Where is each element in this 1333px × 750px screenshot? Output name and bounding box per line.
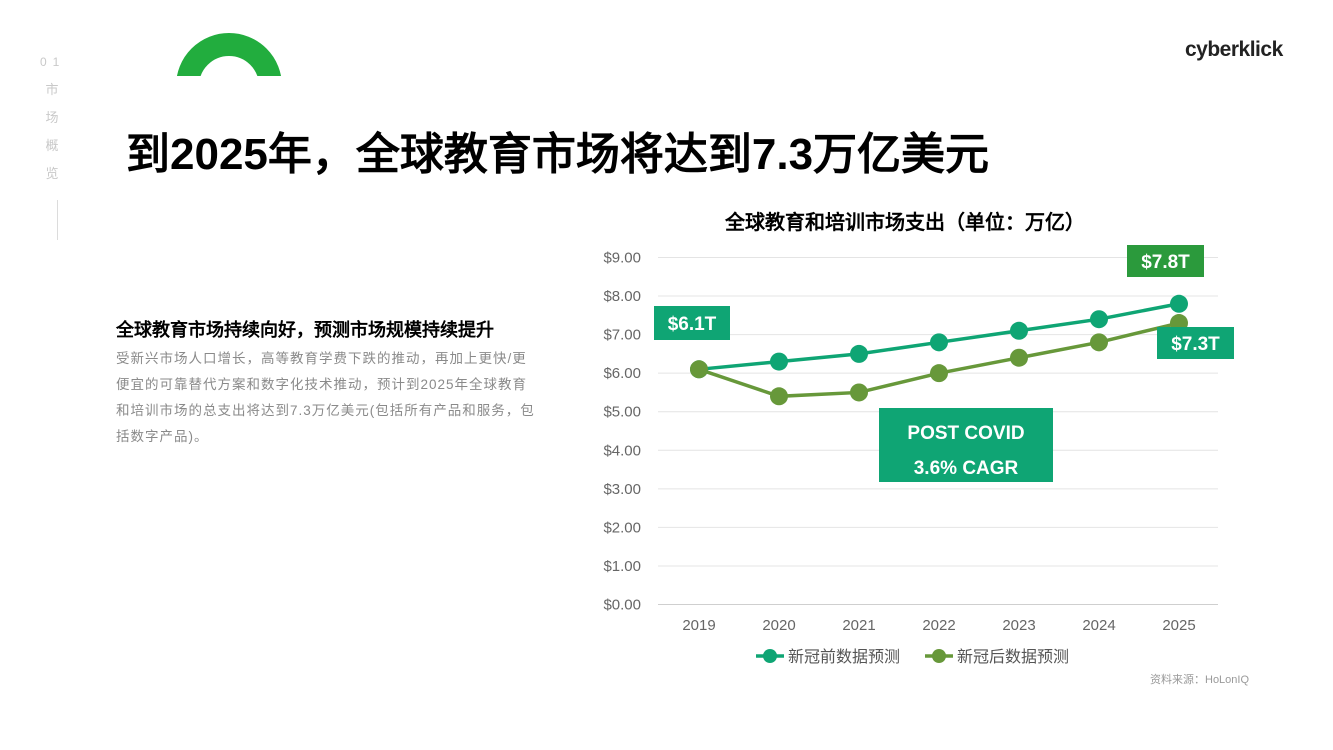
cagr-label: 3.6% CAGR <box>914 458 1019 479</box>
data-point-series-1 <box>1010 321 1028 340</box>
legend-label: 新冠前数据预测 <box>788 648 900 666</box>
section-char: 市 <box>45 82 59 97</box>
x-tick-label: 2025 <box>1162 617 1195 634</box>
x-tick-label: 2019 <box>682 617 715 634</box>
data-point-series-1 <box>850 344 868 363</box>
data-point-series-2 <box>930 364 948 383</box>
y-tick-label: $0.00 <box>603 597 641 614</box>
green-arc-decoration <box>176 33 282 76</box>
data-point-series-1 <box>770 352 788 371</box>
section-char: 场 <box>45 110 59 125</box>
x-tick-label: 2020 <box>762 617 795 634</box>
data-point-series-1 <box>1170 294 1188 313</box>
page-title: 到2025年，全球教育市场将达到7.3万亿美元 <box>126 130 990 179</box>
section-char: 览 <box>45 166 59 181</box>
y-tick-label: $4.00 <box>603 442 641 459</box>
y-tick-label: $5.00 <box>603 404 641 421</box>
y-tick-label: $1.00 <box>603 558 641 575</box>
covid-label: POST COVID <box>907 423 1024 444</box>
y-tick-label: $9.00 <box>603 250 641 267</box>
annotation-box <box>654 306 730 340</box>
section-body: 受新兴市场人口增长，高等教育学费下跌的推动，再加上更快/更便宜的可靠替代方案和数… <box>116 351 535 444</box>
y-tick-label: $6.00 <box>603 365 641 382</box>
annotation-label: $7.3T <box>1171 334 1220 355</box>
legend-marker <box>932 649 946 663</box>
section-char: 概 <box>45 138 59 153</box>
data-point-series-2 <box>1010 348 1028 367</box>
covid-cagr-box <box>879 408 1053 482</box>
x-tick-label: 2023 <box>1002 617 1035 634</box>
annotation-box <box>1127 245 1204 277</box>
data-point-series-2 <box>690 360 708 379</box>
section-number: 01 <box>40 55 66 69</box>
data-point-series-1 <box>1090 310 1108 329</box>
annotation-box <box>1157 327 1234 359</box>
annotation-label: $6.1T <box>668 314 717 335</box>
legend-marker <box>763 649 777 663</box>
x-tick-label: 2022 <box>922 617 955 634</box>
y-tick-label: $3.00 <box>603 481 641 498</box>
section-divider <box>57 200 58 240</box>
y-tick-label: $2.00 <box>603 519 641 536</box>
legend-label: 新冠后数据预测 <box>957 648 1069 666</box>
logo-text: cyberklick <box>1185 38 1283 61</box>
section-nav: 01 市 场 概 览 <box>40 48 64 188</box>
y-tick-label: $8.00 <box>603 288 641 305</box>
x-tick-label: 2024 <box>1082 617 1115 634</box>
cyberklick-logo: cyberklick <box>1185 38 1283 62</box>
data-point-series-2 <box>1090 333 1108 352</box>
x-tick-label: 2021 <box>842 617 875 634</box>
chart-title: 全球教育和培训市场支出（单位：万亿） <box>725 212 1085 234</box>
data-point-series-1 <box>930 333 948 352</box>
annotation-label: $7.8T <box>1141 252 1190 273</box>
section-heading: 全球教育市场持续向好，预测市场规模持续提升 <box>116 320 494 340</box>
data-point-series-2 <box>850 383 868 402</box>
data-point-series-2 <box>770 387 788 406</box>
y-tick-label: $7.00 <box>603 327 641 344</box>
source-note: 资料来源：HoLonIQ <box>1150 674 1250 686</box>
